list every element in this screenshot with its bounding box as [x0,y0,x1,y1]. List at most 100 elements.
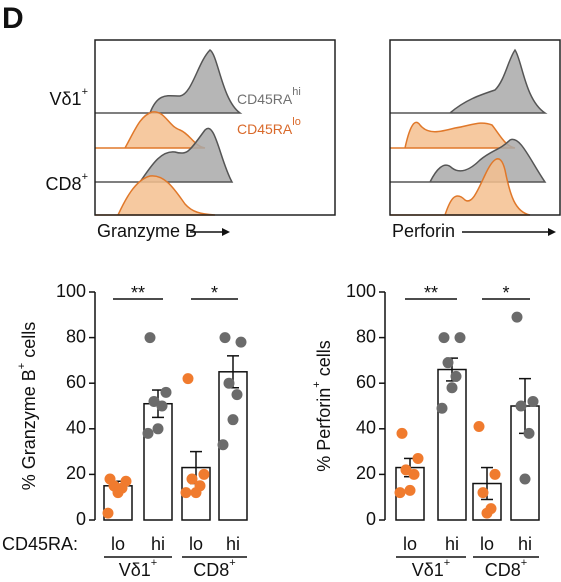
dot [102,507,114,519]
group-label-main: Vδ1 [412,560,444,580]
histogram-panel [389,39,561,216]
dot [142,427,154,439]
bar [143,402,173,521]
dot [408,468,420,480]
x-tick-label: hi [226,534,240,554]
arrow-head [548,228,556,236]
y-tick-label: 100 [346,281,376,301]
y-tick-label: 40 [356,418,376,438]
dot [180,487,192,499]
legend-label-sup: lo [292,116,301,128]
histogram [390,138,547,183]
y-tick-label: 0 [76,509,86,529]
x-tick-label: hi [518,534,532,554]
y-tick-label: 60 [356,372,376,392]
dot [227,414,239,426]
dot [400,464,412,476]
histogram [95,111,206,149]
row-label-sup: + [82,171,88,183]
x-tick-label: lo [480,534,494,554]
group-label-main: CD8 [485,560,521,580]
group-label: CD8+ [485,557,527,580]
dot [412,452,424,464]
histogram [95,49,243,114]
legend-label-main: CD45RA [237,121,293,137]
group-label-main: CD8 [193,560,229,580]
y-axis-label-end: cells [314,340,334,381]
y-tick-label: 80 [66,326,86,346]
histogram [390,121,516,149]
y-axis-label-end: cells [19,322,39,363]
significance-label: * [502,283,509,303]
histogram-panel [94,39,336,216]
dot [182,373,194,385]
dot [160,386,172,398]
histogram [390,158,531,216]
y-axis-label-sup: + [311,381,323,387]
row-label-sup: + [82,86,88,98]
group-label-main: Vδ1 [119,560,151,580]
frame [94,39,336,216]
histogram [390,48,548,114]
dot [436,402,448,414]
y-tick-label: 20 [356,463,376,483]
dot [404,484,416,496]
y-axis-label-main: % Granzyme B [19,369,39,490]
y-axis-label: % Granzyme B+ cells [16,322,39,491]
dot [217,439,229,451]
dot [112,487,124,499]
x-axis-label: Granzyme B [97,221,197,241]
y-tick-label: 20 [66,463,86,483]
y-tick-label: 60 [66,372,86,392]
dot [442,357,454,369]
dot [446,382,458,394]
y-tick-label: 40 [66,418,86,438]
frame [389,39,561,216]
group-label: CD8+ [193,557,235,580]
y-tick-label: 0 [366,509,376,529]
dot [489,468,501,480]
dot [450,370,462,382]
x-tick-label: hi [445,534,459,554]
dot [473,421,485,433]
dot [515,400,527,412]
dot [144,332,156,344]
y-axis-label-sup: + [16,363,28,369]
dot [438,332,450,344]
group-label: Vδ1+ [412,557,450,580]
row-label: Vδ1+ [50,86,88,109]
x-tick-label: lo [111,534,125,554]
dot [527,395,539,407]
dot [519,473,531,485]
y-tick-label: 80 [356,326,376,346]
dot [477,487,489,499]
dot [394,487,406,499]
dot [396,427,408,439]
dot [454,332,466,344]
x-prefix: CD45RA: [2,534,78,554]
dot [481,507,493,519]
legend-label-sup: hi [292,86,301,98]
arrow-head [222,228,230,236]
significance-label: * [211,283,218,303]
dot [198,468,210,480]
row-label: CD8+ [46,171,88,194]
row-label-main: Vδ1 [50,89,82,109]
y-axis-label: % Perforin+ cells [311,340,334,472]
row-label-main: CD8 [46,174,82,194]
histogram [95,175,216,216]
dot [190,487,202,499]
group-label-sup: + [521,557,527,569]
dot [156,400,168,412]
dot [235,336,247,348]
dot [511,311,523,323]
dot [186,473,198,485]
dot [148,395,160,407]
histogram [95,127,234,183]
group-label-sup: + [444,557,450,569]
x-tick-label: lo [189,534,203,554]
significance-label: ** [424,283,438,303]
panel-label: D [2,2,24,35]
dot [152,423,164,435]
